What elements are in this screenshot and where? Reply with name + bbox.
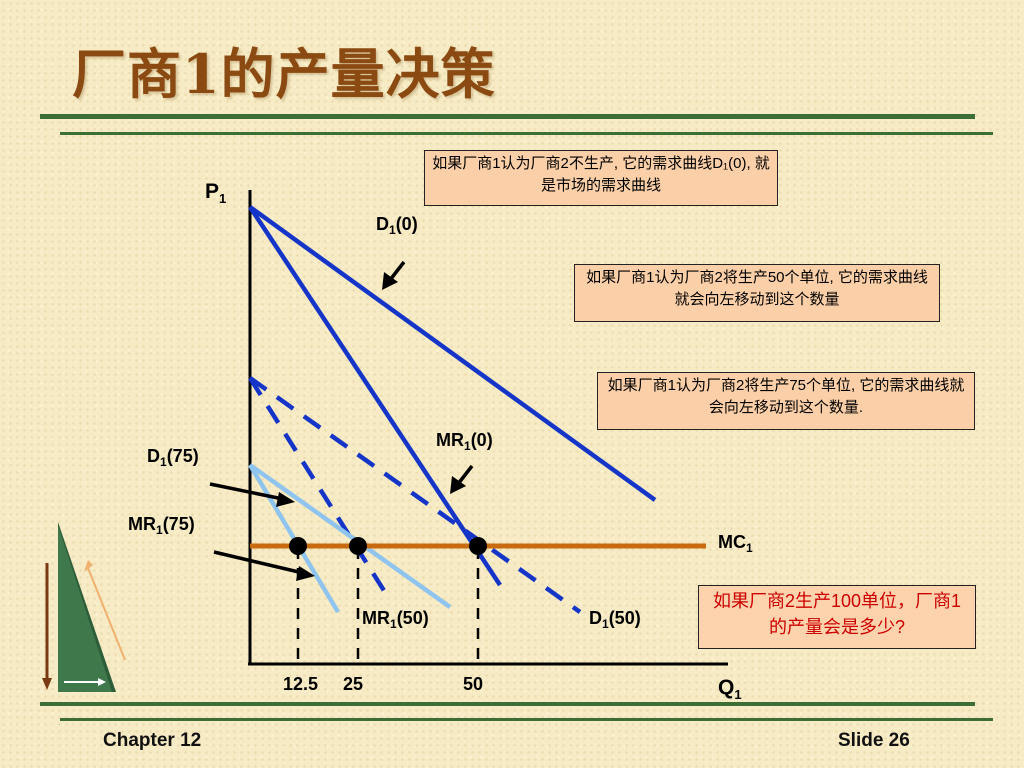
label-mr1-0: MR1(0) — [436, 430, 493, 453]
mr1-0-curve — [248, 205, 502, 587]
y-axis-label: P1 — [205, 180, 226, 206]
label-d1-50: D1(50) — [589, 608, 641, 631]
note-box-d1-0: 如果厂商1认为厂商2不生产, 它的需求曲线D₁(0), 就是市场的需求曲线 — [424, 150, 778, 206]
label-mr1-50: MR1(50) — [362, 608, 429, 631]
label-d1-0: D1(0) — [376, 214, 418, 237]
label-mc1: MC1 — [718, 532, 753, 555]
slide-title: 厂商1的产量决策 — [72, 42, 496, 106]
d1-0-curve — [248, 205, 657, 502]
label-mr1-75: MR1(75) — [128, 514, 195, 537]
question-box: 如果厂商2生产100单位，厂商1的产量会是多少? — [698, 585, 976, 649]
arrow-d1-0 — [382, 260, 406, 290]
note-box-d1-75: 如果厂商1认为厂商2将生产75个单位, 它的需求曲线就会向左移动到这个数量. — [597, 372, 975, 430]
d1-50-curve — [248, 376, 582, 614]
bottom-rule-thin — [60, 718, 993, 721]
point-25 — [349, 537, 367, 555]
footer-chapter: Chapter 12 — [103, 730, 202, 751]
label-d1-75: D1(75) — [147, 446, 199, 469]
top-rule-thin — [60, 132, 993, 135]
arrow-mr1-75 — [213, 550, 315, 581]
point-12-5 — [289, 537, 307, 555]
mr1-50-curve — [248, 376, 390, 599]
d1-75-curve — [248, 463, 452, 609]
decorative-triangle — [42, 522, 126, 692]
bottom-rule-thick — [40, 702, 975, 706]
x-tick-12-5: 12.5 — [283, 674, 318, 694]
x-tick-25: 25 — [343, 674, 363, 694]
x-axis-label: Q1 — [718, 676, 742, 702]
note-box-d1-50: 如果厂商1认为厂商2将生产50个单位, 它的需求曲线就会向左移动到这个数量 — [574, 264, 940, 322]
footer-slide-number: Slide 26 — [838, 730, 910, 751]
x-tick-50: 50 — [463, 674, 483, 694]
arrow-d1-75 — [209, 482, 295, 507]
top-rule-thick — [40, 114, 975, 119]
arrow-mr1-0 — [450, 464, 474, 494]
point-50 — [469, 537, 487, 555]
